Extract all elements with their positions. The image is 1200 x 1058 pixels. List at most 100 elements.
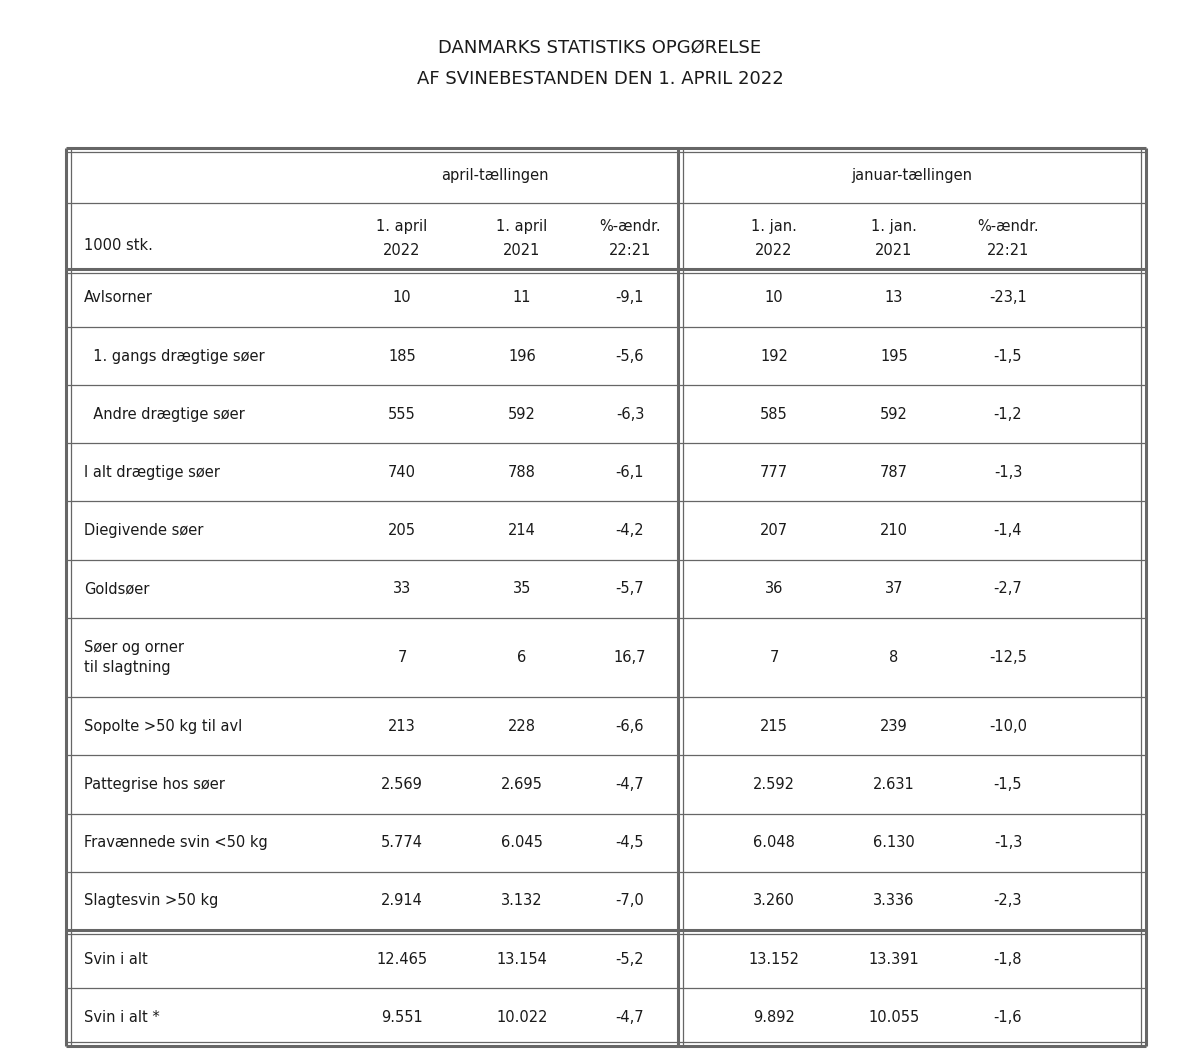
Text: 1. gangs drægtige søer: 1. gangs drægtige søer — [84, 348, 265, 364]
Text: 2021: 2021 — [503, 243, 541, 258]
Text: Svin i alt *: Svin i alt * — [84, 1009, 160, 1025]
Text: 210: 210 — [880, 523, 908, 539]
Text: januar-tællingen: januar-tællingen — [852, 168, 972, 183]
Text: 2.631: 2.631 — [874, 777, 914, 792]
Text: 10.055: 10.055 — [869, 1009, 919, 1025]
Text: 592: 592 — [880, 406, 908, 422]
Text: 214: 214 — [508, 523, 536, 539]
Text: -12,5: -12,5 — [989, 650, 1027, 665]
Text: -2,3: -2,3 — [994, 893, 1022, 909]
Text: 1. april: 1. april — [377, 219, 427, 234]
Text: 205: 205 — [388, 523, 416, 539]
Text: 2.914: 2.914 — [382, 893, 422, 909]
Text: -2,7: -2,7 — [994, 581, 1022, 597]
Text: %-ændr.: %-ændr. — [977, 219, 1039, 234]
Text: 13.154: 13.154 — [497, 951, 547, 967]
Text: april-tællingen: april-tællingen — [442, 168, 548, 183]
Text: I alt drægtige søer: I alt drægtige søer — [84, 464, 220, 480]
Text: -6,6: -6,6 — [616, 718, 644, 734]
Text: -4,7: -4,7 — [616, 1009, 644, 1025]
Text: Fravænnede svin <50 kg: Fravænnede svin <50 kg — [84, 835, 268, 851]
Text: 22:21: 22:21 — [986, 243, 1030, 258]
Text: 592: 592 — [508, 406, 536, 422]
Text: 13: 13 — [884, 290, 904, 306]
Text: 788: 788 — [508, 464, 536, 480]
Text: 555: 555 — [388, 406, 416, 422]
Text: 777: 777 — [760, 464, 788, 480]
Text: -7,0: -7,0 — [616, 893, 644, 909]
Text: 13.152: 13.152 — [749, 951, 799, 967]
Text: Svin i alt: Svin i alt — [84, 951, 148, 967]
Text: -4,7: -4,7 — [616, 777, 644, 792]
Text: 2022: 2022 — [383, 243, 421, 258]
Text: 9.892: 9.892 — [754, 1009, 794, 1025]
Text: 787: 787 — [880, 464, 908, 480]
Text: 2.592: 2.592 — [754, 777, 796, 792]
Text: Slagtesvin >50 kg: Slagtesvin >50 kg — [84, 893, 218, 909]
Text: 7: 7 — [397, 650, 407, 665]
Text: 10: 10 — [764, 290, 784, 306]
Text: -1,6: -1,6 — [994, 1009, 1022, 1025]
Text: -5,7: -5,7 — [616, 581, 644, 597]
Text: 37: 37 — [884, 581, 904, 597]
Text: -6,1: -6,1 — [616, 464, 644, 480]
Text: 1. jan.: 1. jan. — [751, 219, 797, 234]
Text: Avlsorner: Avlsorner — [84, 290, 152, 306]
Text: 16,7: 16,7 — [613, 650, 647, 665]
Text: 2022: 2022 — [755, 243, 793, 258]
Text: 1000 stk.: 1000 stk. — [84, 238, 152, 253]
Text: 207: 207 — [760, 523, 788, 539]
Text: 585: 585 — [760, 406, 788, 422]
Text: 215: 215 — [760, 718, 788, 734]
Text: 22:21: 22:21 — [608, 243, 652, 258]
Text: -1,5: -1,5 — [994, 348, 1022, 364]
Text: Søer og orner
til slagtning: Søer og orner til slagtning — [84, 640, 184, 675]
Text: 6.048: 6.048 — [754, 835, 794, 851]
Text: -10,0: -10,0 — [989, 718, 1027, 734]
Text: 2.569: 2.569 — [382, 777, 422, 792]
Text: 12.465: 12.465 — [377, 951, 427, 967]
Text: 239: 239 — [880, 718, 908, 734]
Text: 10.022: 10.022 — [497, 1009, 547, 1025]
Text: 1. april: 1. april — [497, 219, 547, 234]
Text: 228: 228 — [508, 718, 536, 734]
Text: Pattegrise hos søer: Pattegrise hos søer — [84, 777, 224, 792]
Text: -4,2: -4,2 — [616, 523, 644, 539]
Text: Andre drægtige søer: Andre drægtige søer — [84, 406, 245, 422]
Text: 740: 740 — [388, 464, 416, 480]
Text: 213: 213 — [388, 718, 416, 734]
Text: -6,3: -6,3 — [616, 406, 644, 422]
Text: 11: 11 — [512, 290, 532, 306]
Text: Sopolte >50 kg til avl: Sopolte >50 kg til avl — [84, 718, 242, 734]
Text: 5.774: 5.774 — [382, 835, 424, 851]
Text: 7: 7 — [769, 650, 779, 665]
Text: -1,8: -1,8 — [994, 951, 1022, 967]
Text: 2021: 2021 — [875, 243, 913, 258]
Text: -1,3: -1,3 — [994, 835, 1022, 851]
Text: -1,4: -1,4 — [994, 523, 1022, 539]
Text: 2.695: 2.695 — [502, 777, 542, 792]
Text: -23,1: -23,1 — [989, 290, 1027, 306]
Text: Diegivende søer: Diegivende søer — [84, 523, 203, 539]
Text: 3.336: 3.336 — [874, 893, 914, 909]
Text: 6.045: 6.045 — [502, 835, 542, 851]
Text: -1,2: -1,2 — [994, 406, 1022, 422]
Text: AF SVINEBESTANDEN DEN 1. APRIL 2022: AF SVINEBESTANDEN DEN 1. APRIL 2022 — [416, 70, 784, 89]
Text: 6: 6 — [517, 650, 527, 665]
Text: %-ændr.: %-ændr. — [599, 219, 661, 234]
Text: 10: 10 — [392, 290, 412, 306]
Text: -5,2: -5,2 — [616, 951, 644, 967]
Text: DANMARKS STATISTIKS OPGØRELSE: DANMARKS STATISTIKS OPGØRELSE — [438, 38, 762, 57]
Text: 3.132: 3.132 — [502, 893, 542, 909]
Text: 3.260: 3.260 — [754, 893, 794, 909]
Text: 1. jan.: 1. jan. — [871, 219, 917, 234]
Text: 35: 35 — [512, 581, 532, 597]
Text: 33: 33 — [392, 581, 412, 597]
Text: 192: 192 — [760, 348, 788, 364]
Text: 195: 195 — [880, 348, 908, 364]
Text: -1,3: -1,3 — [994, 464, 1022, 480]
Text: 6.130: 6.130 — [874, 835, 914, 851]
Text: 9.551: 9.551 — [382, 1009, 422, 1025]
Text: 36: 36 — [764, 581, 784, 597]
Text: -1,5: -1,5 — [994, 777, 1022, 792]
